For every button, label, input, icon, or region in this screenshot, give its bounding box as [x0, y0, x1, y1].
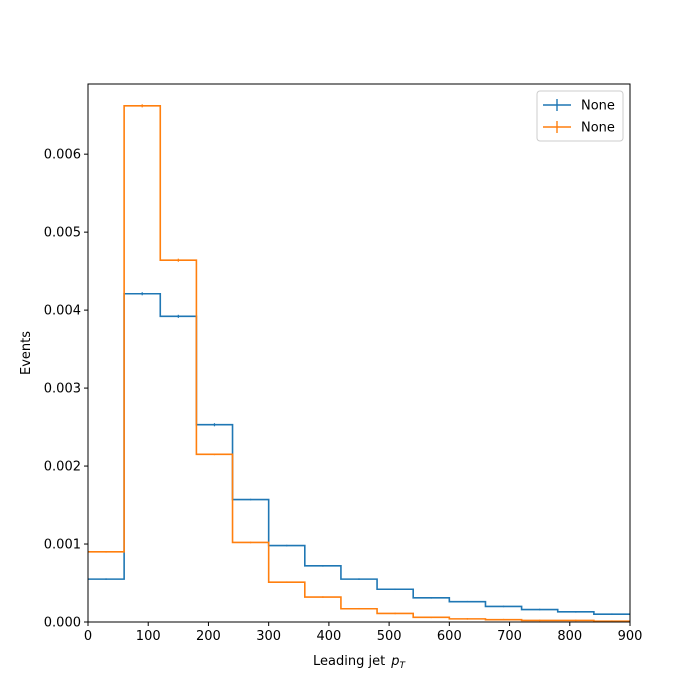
- series-1-step-line: [88, 292, 630, 615]
- x-tick-label: 400: [316, 629, 341, 644]
- y-tick-label: 0.000: [44, 616, 81, 631]
- plot-frame: [87, 83, 631, 623]
- series-2-step-line: [88, 105, 630, 623]
- legend-label-2: None: [581, 121, 615, 136]
- y-axis-label: Events: [19, 331, 34, 375]
- legend: None None: [536, 90, 624, 142]
- x-axis-label-text: Leading jet: [313, 654, 385, 669]
- x-tick-label: 0: [84, 629, 92, 644]
- plot-area: [88, 104, 630, 623]
- x-tick-label: 700: [497, 629, 522, 644]
- x-axis-label-math: p: [390, 654, 399, 669]
- x-tick-label: 300: [256, 629, 281, 644]
- y-tick-label: 0.003: [44, 382, 81, 397]
- x-tick-label: 800: [557, 629, 582, 644]
- legend-label-1: None: [581, 99, 615, 114]
- y-tick-label: 0.001: [44, 538, 81, 553]
- y-axis-ticks: 0.000 0.001 0.002 0.003 0.004 0.005 0.006: [44, 148, 88, 631]
- legend-box: [536, 90, 624, 142]
- y-tick-label: 0.006: [44, 148, 81, 163]
- y-tick-label: 0.002: [44, 460, 81, 475]
- x-tick-label: 900: [618, 629, 643, 644]
- x-axis-label: Leading jet pT: [313, 654, 406, 671]
- y-tick-label: 0.005: [44, 226, 81, 241]
- x-tick-label: 200: [196, 629, 221, 644]
- y-tick-label: 0.004: [44, 304, 81, 319]
- x-axis-label-subscript: T: [399, 661, 406, 671]
- x-tick-label: 500: [377, 629, 402, 644]
- x-tick-label: 100: [136, 629, 161, 644]
- x-tick-label: 600: [437, 629, 462, 644]
- x-axis-ticks: 0 100 200 300 400 500 600 700 800 900: [84, 622, 643, 644]
